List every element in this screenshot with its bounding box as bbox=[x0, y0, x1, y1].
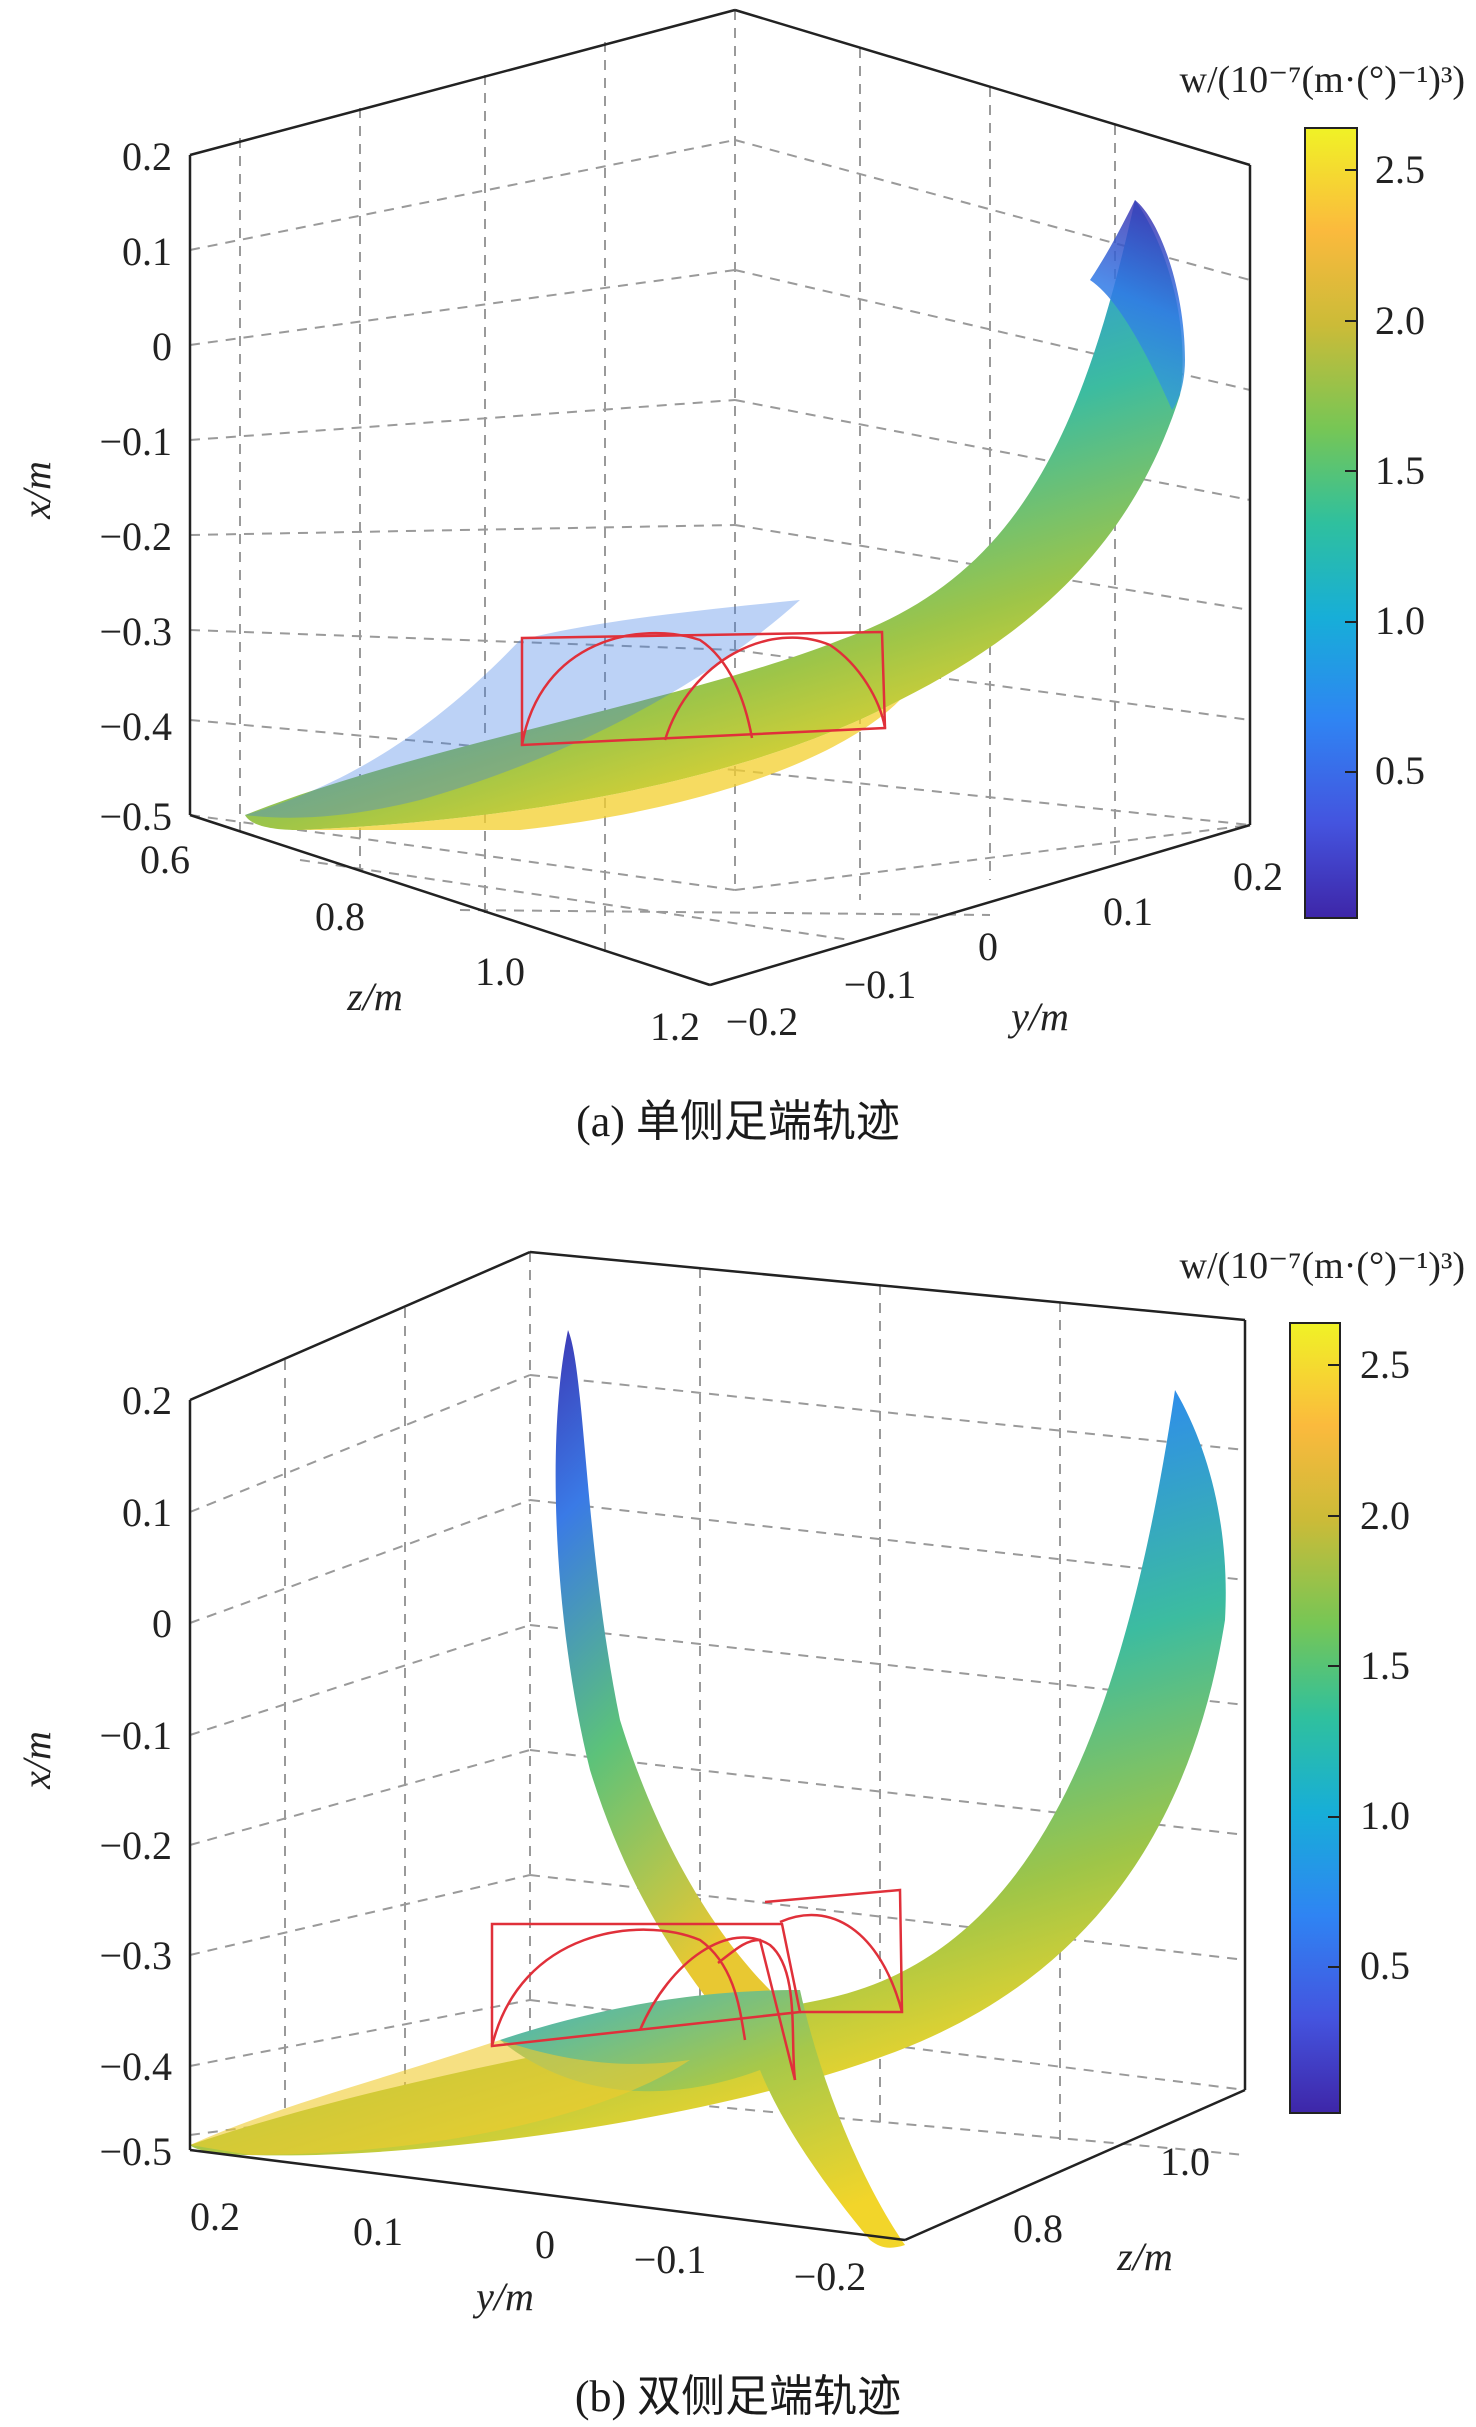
y-tick: 0 bbox=[535, 2222, 555, 2267]
x-tick: 0.1 bbox=[122, 229, 172, 274]
colorbar-tick: 1.5 bbox=[1375, 448, 1425, 493]
plot-a: 0.2 0.1 0 −0.1 −0.2 −0.3 −0.4 −0.5 x/m 0… bbox=[14, 8, 1465, 1049]
x-tick: 0.2 bbox=[122, 1378, 172, 1423]
trajectory-overlay-a bbox=[520, 630, 887, 747]
x-tick: −0.4 bbox=[99, 704, 172, 749]
x-tick: −0.5 bbox=[99, 2129, 172, 2174]
x-tick: 0.2 bbox=[122, 134, 172, 179]
y-ticks-a: −0.2 −0.1 0 0.1 0.2 bbox=[726, 854, 1283, 1044]
y-tick: 0 bbox=[978, 924, 998, 969]
trajectory-overlay-b bbox=[490, 1888, 904, 2081]
z-tick: 0.8 bbox=[315, 894, 365, 939]
surface-b bbox=[190, 1330, 1226, 2248]
x-tick: −0.3 bbox=[99, 609, 172, 654]
z-ticks-b: 0.8 1.0 bbox=[1013, 2139, 1210, 2251]
caption-b: (b) 双侧足端轨迹 bbox=[574, 2372, 902, 2421]
colorbar-tick: 0.5 bbox=[1360, 1943, 1410, 1988]
y-tick: −0.2 bbox=[794, 2254, 867, 2299]
x-tick: 0 bbox=[152, 324, 172, 369]
z-tick: 1.0 bbox=[475, 949, 525, 994]
z-ticks-a: 0.6 0.8 1.0 1.2 bbox=[140, 837, 700, 1049]
x-ticks-b: 0.2 0.1 0 −0.1 −0.2 −0.3 −0.4 −0.5 bbox=[99, 1378, 172, 2174]
colorbar-label: w/(10⁻⁷(m·(°)⁻¹)³) bbox=[1180, 1245, 1465, 1287]
z-tick: 1.2 bbox=[650, 1004, 700, 1049]
x-tick: −0.5 bbox=[99, 794, 172, 839]
z-tick: 1.0 bbox=[1160, 2139, 1210, 2184]
figure-a: 0.2 0.1 0 −0.1 −0.2 −0.3 −0.4 −0.5 x/m 0… bbox=[0, 0, 1476, 1200]
x-tick: 0 bbox=[152, 1601, 172, 1646]
x-tick: −0.1 bbox=[99, 1713, 172, 1758]
y-tick: −0.1 bbox=[634, 2237, 707, 2282]
x-tick: −0.1 bbox=[99, 419, 172, 464]
x-tick: −0.2 bbox=[99, 514, 172, 559]
y-tick: 0.1 bbox=[1103, 889, 1153, 934]
x-axis-label: x/m bbox=[14, 1731, 59, 1790]
y-axis-label: y/m bbox=[472, 2274, 534, 2319]
colorbar-tick: 0.5 bbox=[1375, 748, 1425, 793]
x-tick: 0.1 bbox=[122, 1490, 172, 1535]
caption-a: (a) 单侧足端轨迹 bbox=[576, 1097, 900, 1146]
x-ticks-a: 0.2 0.1 0 −0.1 −0.2 −0.3 −0.4 −0.5 bbox=[99, 134, 172, 839]
x-axis-label: x/m bbox=[14, 461, 59, 520]
axes-frame-a bbox=[188, 8, 1252, 987]
z-axis-label: z/m bbox=[1116, 2234, 1173, 2279]
axes-frame-b bbox=[188, 1250, 1247, 2242]
x-tick: −0.3 bbox=[99, 1933, 172, 1978]
y-tick: −0.1 bbox=[844, 962, 917, 1007]
colorbar-tick: 1.0 bbox=[1375, 598, 1425, 643]
colorbar-label: w/(10⁻⁷(m·(°)⁻¹)³) bbox=[1180, 59, 1465, 101]
y-ticks-b: 0.2 0.1 0 −0.1 −0.2 bbox=[190, 2194, 866, 2299]
z-axis-label: z/m bbox=[346, 974, 403, 1019]
x-tick: −0.2 bbox=[99, 1823, 172, 1868]
y-tick: 0.2 bbox=[1233, 854, 1283, 899]
z-tick: 0.8 bbox=[1013, 2206, 1063, 2251]
colorbar-tick: 1.5 bbox=[1360, 1643, 1410, 1688]
y-tick: 0.1 bbox=[353, 2209, 403, 2254]
y-tick: −0.2 bbox=[726, 999, 799, 1044]
x-tick: −0.4 bbox=[99, 2044, 172, 2089]
colorbar-tick: 2.0 bbox=[1375, 298, 1425, 343]
y-tick: 0.2 bbox=[190, 2194, 240, 2239]
colorbar-a: 0.5 1.0 1.5 2.0 2.5 w/(10⁻⁷(m·(°)⁻¹)³) bbox=[1180, 59, 1465, 919]
colorbar-b: 0.5 1.0 1.5 2.0 2.5 w/(10⁻⁷(m·(°)⁻¹)³) bbox=[1180, 1245, 1465, 2114]
figure-b: 0.2 0.1 0 −0.1 −0.2 −0.3 −0.4 −0.5 x/m 0… bbox=[0, 1200, 1476, 2427]
colorbar-tick: 2.5 bbox=[1375, 147, 1425, 192]
plot-b: 0.2 0.1 0 −0.1 −0.2 −0.3 −0.4 −0.5 x/m 0… bbox=[14, 1245, 1465, 2319]
colorbar-tick: 2.0 bbox=[1360, 1493, 1410, 1538]
colorbar-tick: 1.0 bbox=[1360, 1793, 1410, 1838]
z-tick: 0.6 bbox=[140, 837, 190, 882]
y-axis-label: y/m bbox=[1007, 994, 1069, 1039]
colorbar-tick: 2.5 bbox=[1360, 1342, 1410, 1387]
